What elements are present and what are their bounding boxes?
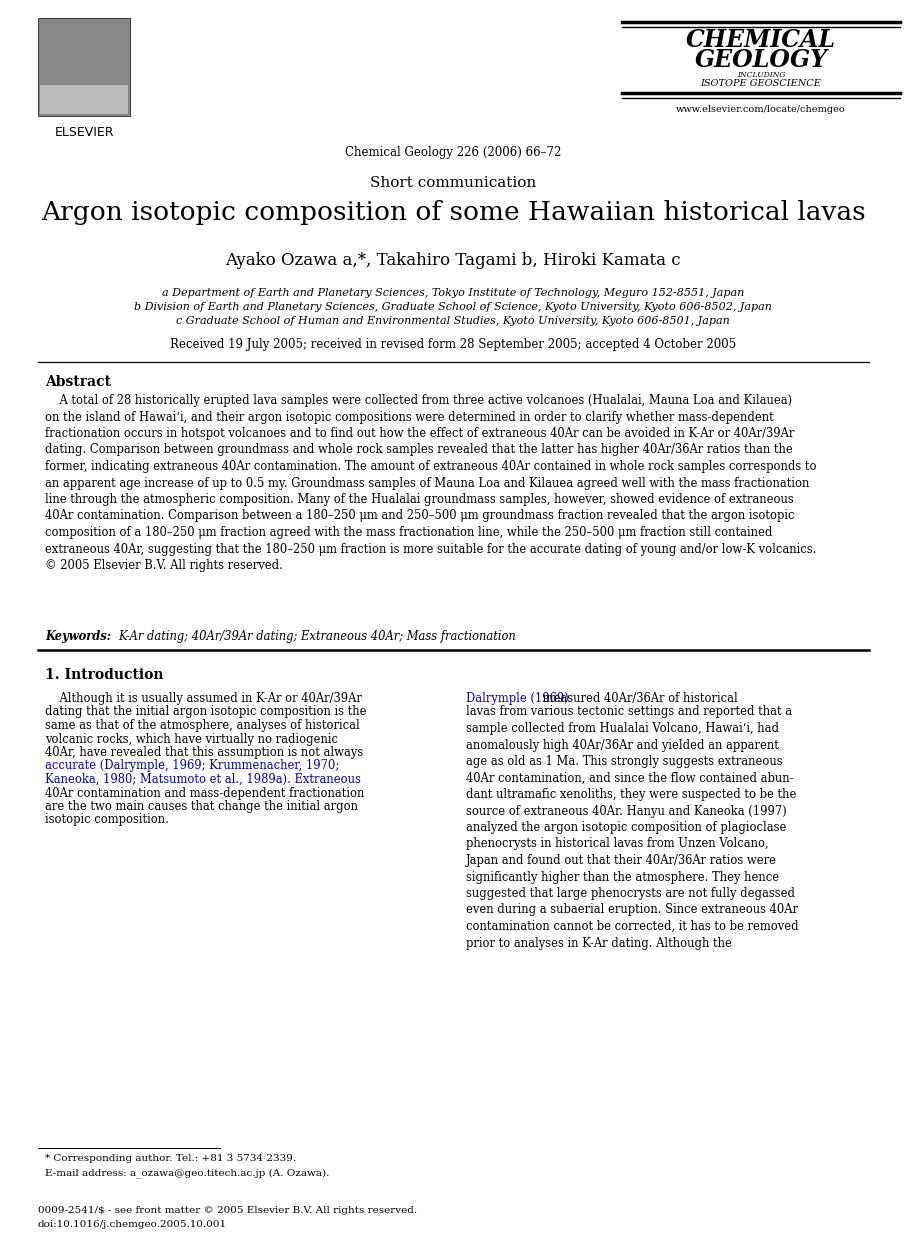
Text: are the two main causes that change the initial argon: are the two main causes that change the … <box>45 800 358 813</box>
Text: 40Ar, have revealed that this assumption is not always: 40Ar, have revealed that this assumption… <box>45 747 363 759</box>
Text: Short communication: Short communication <box>370 176 536 189</box>
Text: accurate (Dalrymple, 1969; Krummenacher, 1970;: accurate (Dalrymple, 1969; Krummenacher,… <box>45 759 339 773</box>
Text: Abstract: Abstract <box>45 375 111 389</box>
Text: Keywords:: Keywords: <box>45 630 111 643</box>
Text: www.elsevier.com/locate/chemgeo: www.elsevier.com/locate/chemgeo <box>676 105 846 114</box>
Text: doi:10.1016/j.chemgeo.2005.10.001: doi:10.1016/j.chemgeo.2005.10.001 <box>38 1219 227 1229</box>
Text: b Division of Earth and Planetary Sciences, Graduate School of Science, Kyoto Un: b Division of Earth and Planetary Scienc… <box>134 302 772 312</box>
Text: A total of 28 historically erupted lava samples were collected from three active: A total of 28 historically erupted lava … <box>45 394 816 572</box>
Text: Received 19 July 2005; received in revised form 28 September 2005; accepted 4 Oc: Received 19 July 2005; received in revis… <box>170 338 736 352</box>
Text: volcanic rocks, which have virtually no radiogenic: volcanic rocks, which have virtually no … <box>45 733 338 745</box>
Text: lavas from various tectonic settings and reported that a
sample collected from H: lavas from various tectonic settings and… <box>466 706 799 950</box>
Text: E-mail address: a_ozawa@geo.titech.ac.jp (A. Ozawa).: E-mail address: a_ozawa@geo.titech.ac.jp… <box>45 1167 329 1177</box>
Text: CHEMICAL: CHEMICAL <box>686 28 836 52</box>
Bar <box>38 19 130 116</box>
Text: GEOLOGY: GEOLOGY <box>695 48 827 72</box>
Text: Chemical Geology 226 (2006) 66–72: Chemical Geology 226 (2006) 66–72 <box>345 146 561 158</box>
Text: Argon isotopic composition of some Hawaiian historical lavas: Argon isotopic composition of some Hawai… <box>41 201 865 225</box>
Text: c Graduate School of Human and Environmental Studies, Kyoto University, Kyoto 60: c Graduate School of Human and Environme… <box>176 316 730 326</box>
Text: ISOTOPE GEOSCIENCE: ISOTOPE GEOSCIENCE <box>700 79 822 88</box>
Text: Kaneoka, 1980; Matsumoto et al., 1989a). Extraneous: Kaneoka, 1980; Matsumoto et al., 1989a).… <box>45 773 361 786</box>
Text: ELSEVIER: ELSEVIER <box>54 126 113 139</box>
Text: 40Ar contamination and mass-dependent fractionation: 40Ar contamination and mass-dependent fr… <box>45 786 365 800</box>
Text: Ayako Ozawa a,*, Takahiro Tagami b, Hiroki Kamata c: Ayako Ozawa a,*, Takahiro Tagami b, Hiro… <box>225 253 681 269</box>
Text: 0009-2541/$ - see front matter © 2005 Elsevier B.V. All rights reserved.: 0009-2541/$ - see front matter © 2005 El… <box>38 1206 417 1214</box>
Text: * Corresponding author. Tel.: +81 3 5734 2339.: * Corresponding author. Tel.: +81 3 5734… <box>45 1154 296 1162</box>
Text: Dalrymple (1969): Dalrymple (1969) <box>466 692 569 704</box>
Text: same as that of the atmosphere, analyses of historical: same as that of the atmosphere, analyses… <box>45 719 360 732</box>
Text: isotopic composition.: isotopic composition. <box>45 813 169 827</box>
Text: 1. Introduction: 1. Introduction <box>45 669 163 682</box>
Text: dating that the initial argon isotopic composition is the: dating that the initial argon isotopic c… <box>45 706 366 718</box>
Text: INCLUDING: INCLUDING <box>736 71 785 79</box>
Text: measured 40Ar/36Ar of historical: measured 40Ar/36Ar of historical <box>539 692 737 704</box>
Bar <box>40 84 128 114</box>
Text: Although it is usually assumed in K-Ar or 40Ar/39Ar: Although it is usually assumed in K-Ar o… <box>45 692 362 704</box>
Text: a Department of Earth and Planetary Sciences, Tokyo Institute of Technology, Meg: a Department of Earth and Planetary Scie… <box>161 288 744 298</box>
Text: K-Ar dating; 40Ar/39Ar dating; Extraneous 40Ar; Mass fractionation: K-Ar dating; 40Ar/39Ar dating; Extraneou… <box>118 630 516 643</box>
